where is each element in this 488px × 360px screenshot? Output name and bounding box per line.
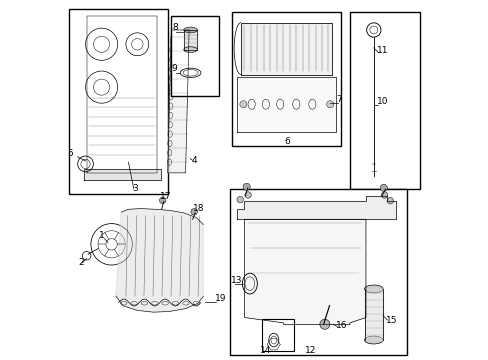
- Text: 10: 10: [377, 97, 388, 106]
- Text: 9: 9: [171, 64, 177, 73]
- Polygon shape: [83, 169, 160, 180]
- Polygon shape: [183, 30, 197, 50]
- Polygon shape: [237, 77, 335, 132]
- Ellipse shape: [183, 47, 197, 53]
- Text: 18: 18: [193, 204, 204, 213]
- Bar: [171, 16, 219, 96]
- Text: 17: 17: [160, 192, 171, 201]
- Text: 13: 13: [230, 275, 242, 284]
- Circle shape: [381, 192, 387, 198]
- Text: 4: 4: [191, 156, 197, 165]
- Polygon shape: [237, 196, 395, 219]
- Polygon shape: [241, 23, 331, 75]
- Bar: [261, 319, 293, 351]
- Text: 11: 11: [377, 46, 388, 55]
- Polygon shape: [244, 219, 365, 325]
- Text: 5: 5: [67, 149, 73, 158]
- Circle shape: [159, 197, 165, 203]
- Text: 14: 14: [259, 346, 271, 355]
- Circle shape: [237, 197, 243, 203]
- Text: 3: 3: [132, 184, 138, 193]
- Text: 2: 2: [78, 258, 83, 267]
- Bar: [230, 189, 406, 355]
- Circle shape: [240, 101, 246, 108]
- Text: 1: 1: [99, 231, 104, 240]
- Circle shape: [386, 198, 393, 204]
- Polygon shape: [364, 289, 382, 340]
- Text: 8: 8: [172, 23, 177, 32]
- Text: 19: 19: [215, 294, 226, 303]
- Circle shape: [243, 183, 250, 190]
- Ellipse shape: [364, 285, 382, 293]
- Circle shape: [380, 184, 386, 192]
- Text: 6: 6: [284, 137, 290, 146]
- Text: 7: 7: [336, 95, 342, 104]
- Circle shape: [190, 208, 197, 215]
- Ellipse shape: [183, 27, 197, 33]
- Bar: [349, 12, 419, 189]
- Polygon shape: [167, 30, 189, 173]
- Bar: [69, 9, 167, 194]
- Circle shape: [326, 101, 333, 108]
- Bar: [231, 12, 340, 146]
- Text: 12: 12: [305, 346, 316, 355]
- Ellipse shape: [364, 336, 382, 344]
- Text: 15: 15: [386, 316, 397, 325]
- Text: 16: 16: [336, 321, 347, 330]
- Polygon shape: [116, 208, 203, 312]
- Circle shape: [244, 192, 251, 198]
- Circle shape: [319, 319, 329, 329]
